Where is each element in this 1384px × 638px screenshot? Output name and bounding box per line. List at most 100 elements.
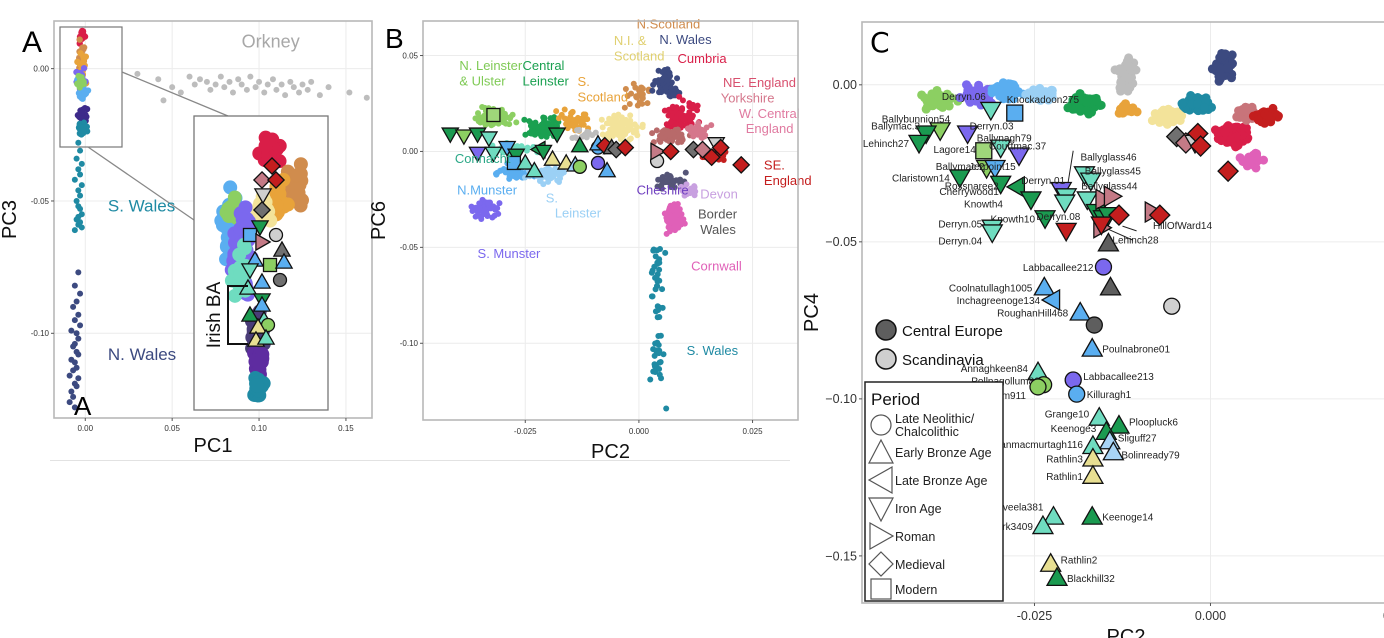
data-point (1241, 115, 1251, 125)
data-point (599, 131, 606, 138)
sample-label: Derryn.05 (938, 220, 982, 231)
data-point (1177, 99, 1187, 109)
sample-marker (252, 295, 272, 312)
triangle-left-icon (867, 465, 893, 495)
x-tick-label: 0.000 (629, 427, 650, 436)
data-point (488, 122, 495, 129)
sample-label: Ploopluck6 (1129, 418, 1178, 429)
data-point (555, 115, 562, 122)
sample-label: Cherrywood1 (939, 187, 999, 198)
sample-label: Bolinready79 (1121, 450, 1180, 461)
sample-label: Pollnagollum86 (971, 377, 1040, 388)
data-point (513, 119, 520, 126)
data-point (71, 176, 78, 183)
data-point (1120, 99, 1130, 109)
data-point (282, 92, 289, 99)
data-point (238, 81, 245, 88)
data-point (599, 124, 606, 131)
data-point (616, 122, 623, 129)
data-point (1220, 49, 1230, 59)
data-point (676, 110, 683, 117)
data-point (1263, 111, 1273, 121)
data-point (661, 107, 668, 114)
leader-line (1122, 225, 1137, 232)
data-point (678, 183, 685, 190)
data-point (325, 84, 332, 91)
sample-marker (1045, 566, 1069, 587)
y-axis-label: PC4 (801, 293, 823, 332)
data-point (674, 211, 681, 218)
sample-marker (256, 328, 276, 345)
data-point (235, 212, 250, 227)
x-axis-label: PC2 (591, 441, 630, 463)
group-label: N. Wales (659, 32, 712, 47)
data-point (496, 200, 503, 207)
data-point (550, 167, 557, 174)
sample-marker (248, 317, 268, 334)
data-point (541, 114, 548, 121)
group-label: Yorkshire (721, 91, 775, 106)
data-point (686, 100, 693, 107)
data-point (71, 227, 78, 234)
data-point (77, 192, 84, 199)
data-point (637, 90, 644, 97)
sample-marker (989, 139, 1012, 159)
sample-marker (484, 146, 503, 163)
data-point (1222, 63, 1232, 73)
sample-marker (1042, 505, 1065, 525)
sample-marker (252, 272, 272, 289)
data-point (606, 119, 613, 126)
data-point (207, 86, 214, 93)
group-label: S. Wales (687, 343, 739, 358)
data-point (73, 155, 80, 162)
data-point (1147, 116, 1157, 126)
panel-letter-c: C (870, 26, 890, 59)
data-point (70, 303, 77, 310)
data-point (70, 343, 77, 350)
data-point (672, 85, 679, 92)
sample-marker (240, 305, 260, 322)
sample-marker (1039, 552, 1062, 572)
data-point (1125, 62, 1135, 72)
data-point (299, 81, 306, 88)
group-label: Border (698, 207, 738, 222)
plot-background (423, 21, 798, 420)
x-tick-label: -0.025 (514, 427, 537, 436)
sample-label: Inchagreenoge134 (957, 296, 1041, 307)
data-point (75, 139, 82, 146)
data-point (694, 107, 701, 114)
sample-label: Grange10 (1045, 410, 1090, 421)
y-axis-label: PC6 (368, 201, 390, 240)
sample-label: Knowth4 (964, 199, 1003, 210)
data-point (521, 116, 528, 123)
x-tick-label: 0.000 (1195, 609, 1226, 623)
data-point (571, 121, 578, 128)
data-point (233, 267, 248, 282)
data-point (650, 247, 657, 254)
sample-marker (242, 227, 258, 243)
period-legend-title: Period (871, 390, 920, 409)
data-point (75, 351, 82, 358)
data-point (682, 169, 689, 176)
data-point (273, 86, 280, 93)
data-point (624, 126, 631, 133)
legend-period-label: Modern (895, 583, 937, 597)
sample-label: HillOfWard14 (1153, 221, 1213, 232)
diamond-icon (868, 551, 894, 577)
x-tick-label: 0.15 (338, 424, 354, 433)
sample-label: Ballyglass45 (1085, 167, 1142, 178)
data-point (1231, 142, 1241, 152)
data-point (677, 121, 684, 128)
legend-period-label: Chalcolithic (895, 425, 959, 439)
data-point (677, 176, 684, 183)
sample-label: Keenoge14 (1102, 513, 1154, 524)
data-point (659, 304, 666, 311)
legend-region-swatch (875, 319, 897, 341)
irish-ba-label: Irish BA (204, 281, 225, 348)
panel-letter-b: B (385, 23, 404, 54)
sample-marker (1055, 222, 1078, 243)
data-point (694, 102, 701, 109)
data-point (71, 282, 78, 289)
group-label: Connacht (455, 151, 511, 166)
data-point (290, 84, 297, 91)
